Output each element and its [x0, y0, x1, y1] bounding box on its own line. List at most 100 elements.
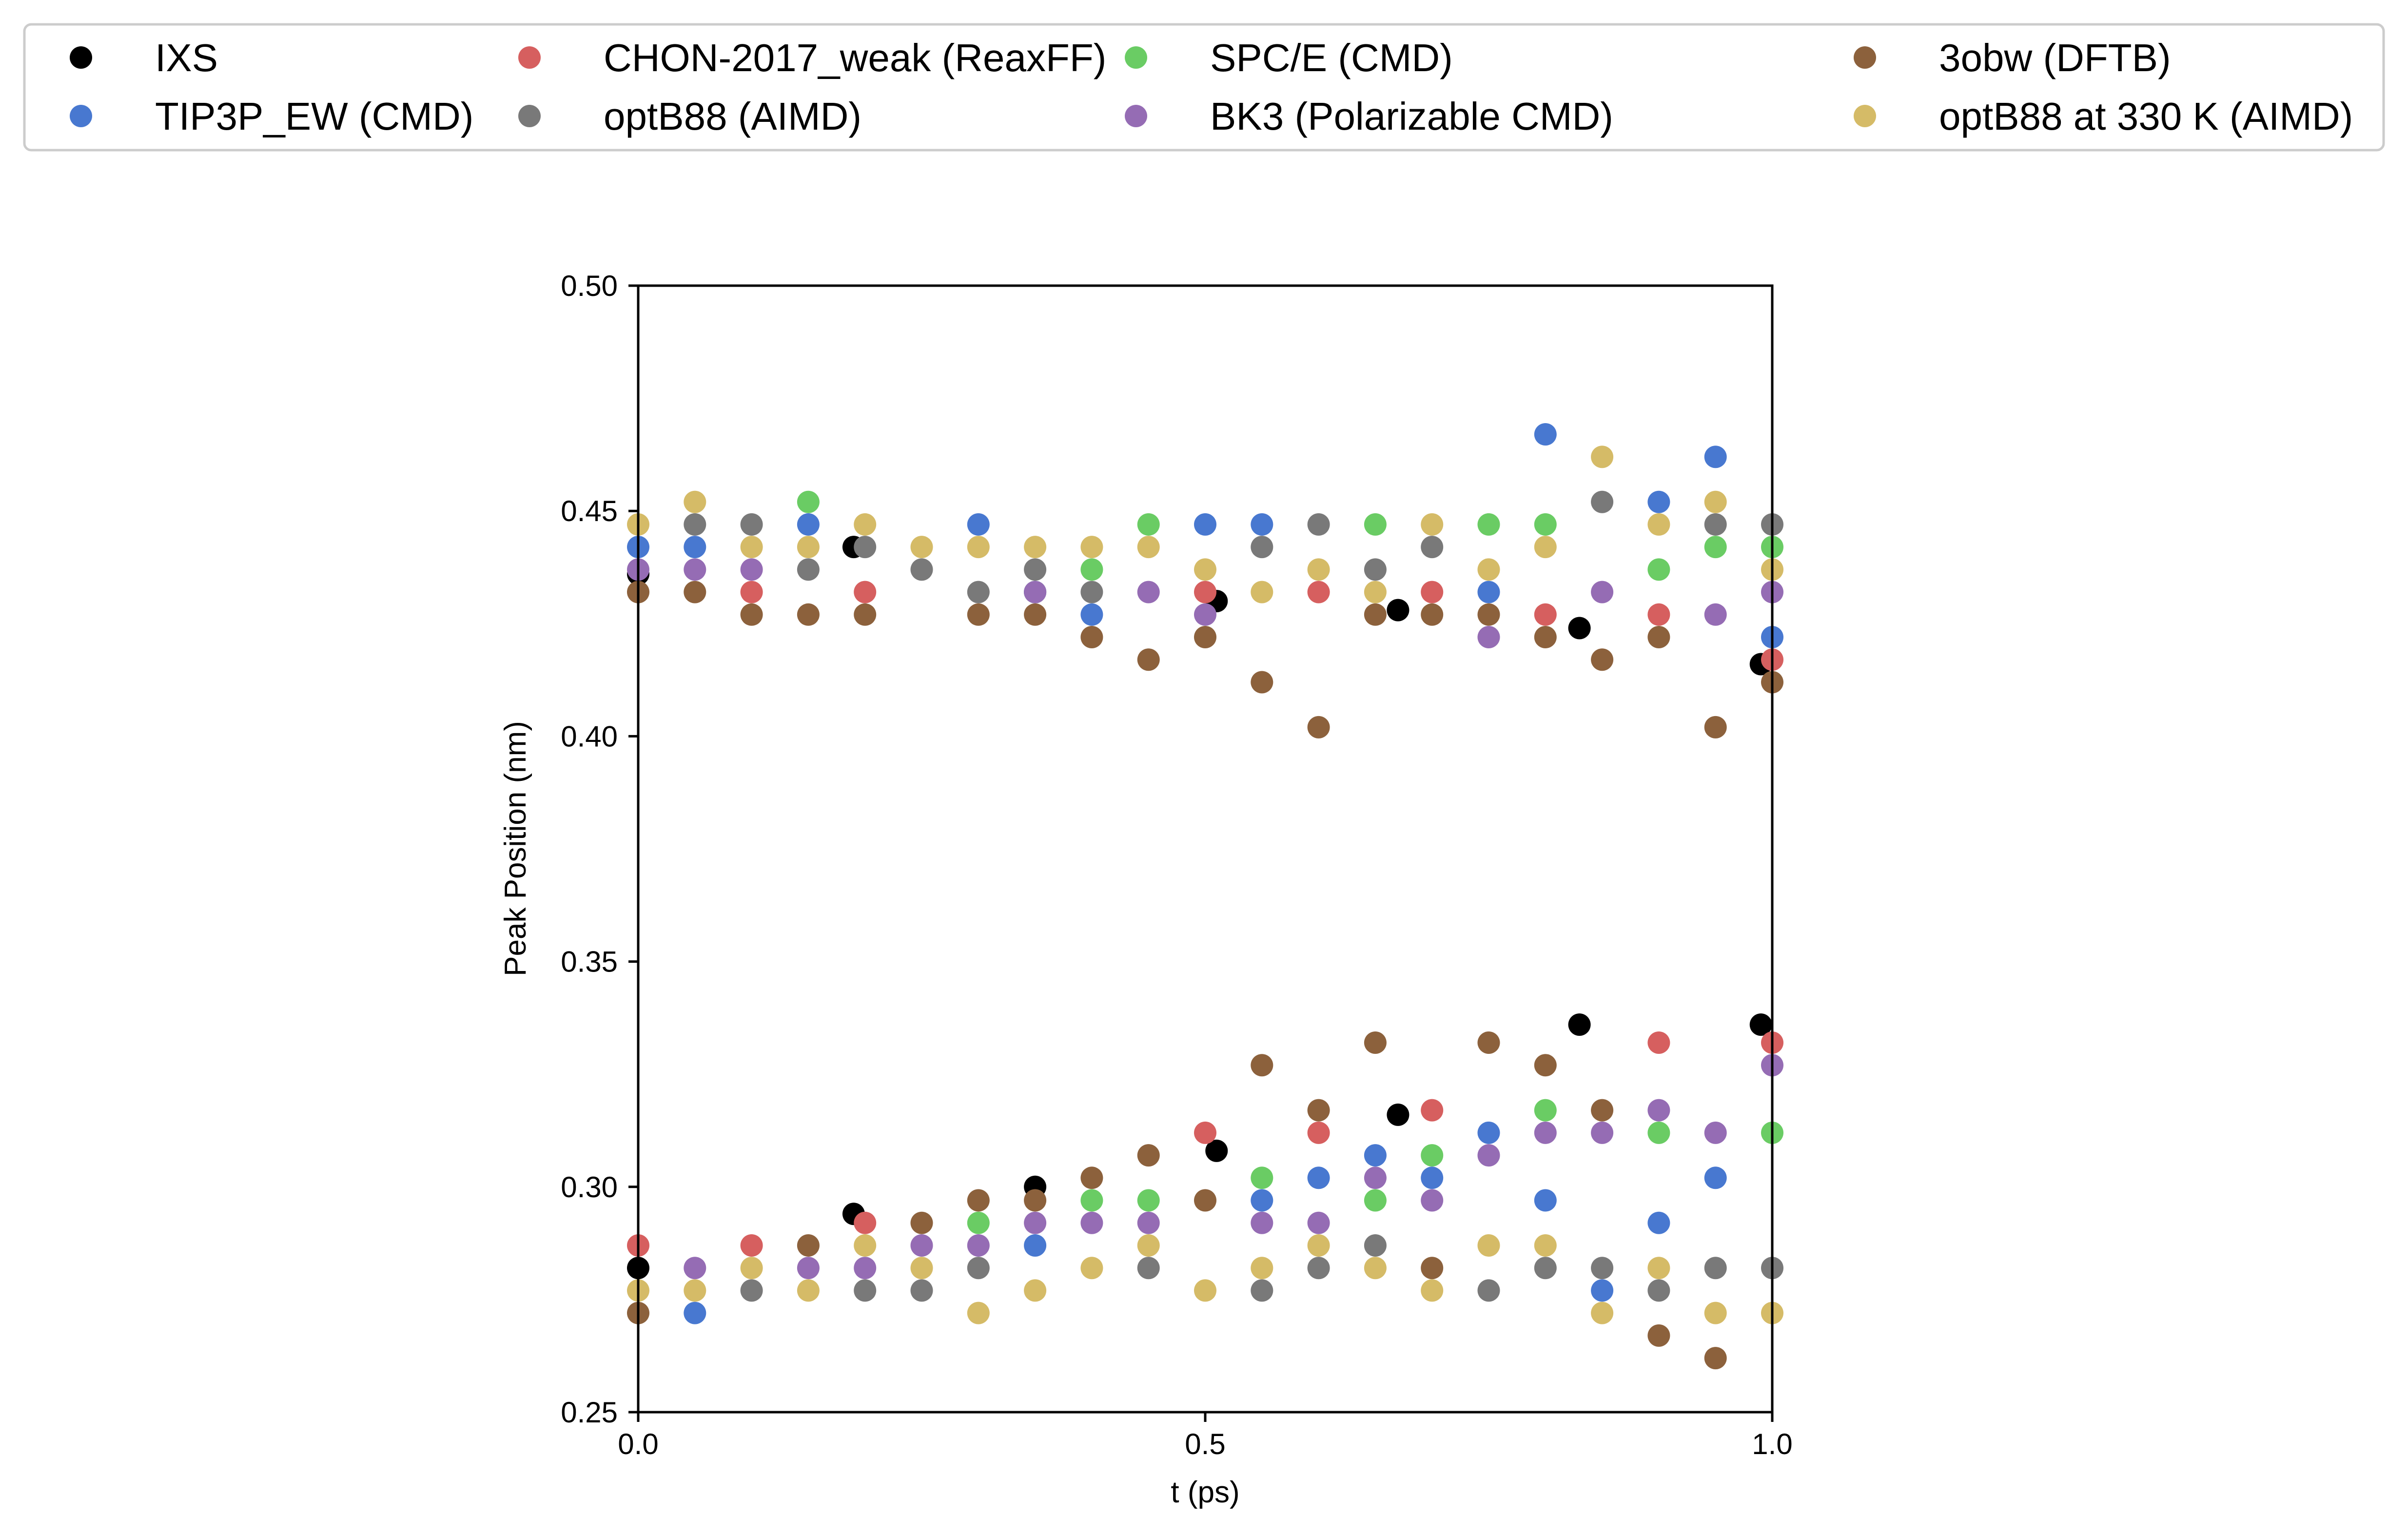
data-point [1364, 513, 1387, 536]
data-point [910, 1257, 933, 1280]
data-point [1568, 1013, 1591, 1036]
y-tick-label: 0.35 [561, 946, 618, 978]
data-point [1477, 626, 1500, 649]
data-point [967, 603, 990, 626]
data-point [1421, 1099, 1444, 1122]
data-point [1024, 603, 1047, 626]
data-point [1591, 1121, 1614, 1144]
data-point [1534, 1189, 1557, 1212]
data-point [1534, 626, 1557, 649]
data-point [1307, 1121, 1330, 1144]
data-point [684, 490, 706, 513]
data-point [797, 490, 820, 513]
data-point [967, 1234, 990, 1257]
data-point [1080, 581, 1103, 603]
legend-label: optB88 at 330 K (AIMD) [1939, 95, 2353, 138]
y-tick-label: 0.30 [561, 1171, 618, 1204]
data-point [1364, 603, 1387, 626]
legend-item: TIP3P_EW (CMD) [70, 95, 473, 138]
legend-label: SPC/E (CMD) [1210, 36, 1453, 79]
data-point [1534, 1099, 1557, 1122]
data-point [684, 1257, 706, 1280]
data-point [1534, 1234, 1557, 1257]
data-point [1534, 423, 1557, 446]
data-point [1591, 1257, 1614, 1280]
data-point [1477, 1031, 1500, 1054]
series-group [627, 446, 1783, 1324]
data-point [1647, 626, 1670, 649]
legend-marker [1125, 105, 1147, 127]
legend-item: 3obw (DFTB) [1854, 36, 2171, 79]
data-point [1024, 536, 1047, 559]
data-point [1080, 536, 1103, 559]
legend-item: CHON-2017_weak (ReaxFF) [518, 36, 1106, 79]
data-point [1251, 513, 1273, 536]
data-point [1137, 1211, 1160, 1234]
data-point [1591, 1279, 1614, 1302]
data-point [684, 581, 706, 603]
legend-label: 3obw (DFTB) [1939, 36, 2171, 79]
data-point [1704, 1257, 1727, 1280]
x-axis-label: t (ps) [1171, 1476, 1239, 1509]
data-point [1477, 1234, 1500, 1257]
data-point [1477, 1144, 1500, 1167]
data-point [1591, 581, 1614, 603]
data-point [1704, 603, 1727, 626]
data-point [1749, 1013, 1772, 1036]
data-point [1307, 513, 1330, 536]
data-point [1364, 1234, 1387, 1257]
data-point [1024, 558, 1047, 581]
data-point [797, 513, 820, 536]
data-point [1251, 1166, 1273, 1189]
data-point [1080, 626, 1103, 649]
data-point [967, 536, 990, 559]
legend-marker [1854, 46, 1876, 69]
data-point [797, 536, 820, 559]
data-point [1080, 603, 1103, 626]
data-point [1194, 513, 1216, 536]
data-point [1647, 1099, 1670, 1122]
data-point [1364, 581, 1387, 603]
data-point [1194, 603, 1216, 626]
data-point [1477, 513, 1500, 536]
legend-label: BK3 (Polarizable CMD) [1210, 95, 1613, 138]
data-point [1591, 1099, 1614, 1122]
legend-marker [1125, 46, 1147, 69]
data-point [1477, 1121, 1500, 1144]
data-point [1704, 490, 1727, 513]
legend-item: SPC/E (CMD) [1125, 36, 1453, 79]
legend-marker [518, 46, 541, 69]
data-point [684, 1302, 706, 1324]
legend-item: BK3 (Polarizable CMD) [1125, 95, 1613, 138]
data-point [1477, 581, 1500, 603]
data-point [1534, 1054, 1557, 1077]
data-point [797, 1279, 820, 1302]
data-point [1080, 1257, 1103, 1280]
data-point [1421, 1144, 1444, 1167]
data-point [1421, 581, 1444, 603]
data-point [1568, 617, 1591, 640]
data-point [967, 513, 990, 536]
data-point [1024, 1211, 1047, 1234]
data-point [797, 1257, 820, 1280]
data-point [1024, 1279, 1047, 1302]
legend-label: CHON-2017_weak (ReaxFF) [604, 36, 1106, 79]
data-point [1647, 558, 1670, 581]
data-point [1364, 1257, 1387, 1280]
data-point [1534, 513, 1557, 536]
legend-item: optB88 at 330 K (AIMD) [1854, 95, 2353, 138]
data-point [1137, 648, 1160, 671]
data-point [1534, 603, 1557, 626]
data-point [797, 558, 820, 581]
data-point [1080, 1211, 1103, 1234]
legend-marker [70, 46, 92, 69]
legend-label: optB88 (AIMD) [604, 95, 861, 138]
data-point [1024, 581, 1047, 603]
data-point [1647, 490, 1670, 513]
data-point [1080, 1189, 1103, 1212]
data-point [740, 558, 763, 581]
data-point [1647, 513, 1670, 536]
data-point [1137, 1234, 1160, 1257]
data-point [967, 581, 990, 603]
